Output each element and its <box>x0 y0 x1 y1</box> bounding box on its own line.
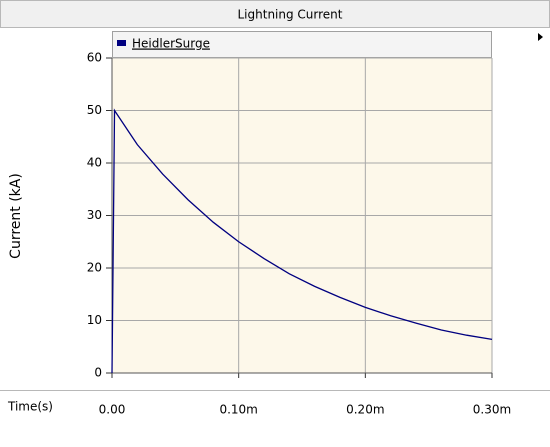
y-tick-label: 50 <box>87 103 102 117</box>
series-line <box>111 108 493 374</box>
y-tick-label: 20 <box>87 261 102 275</box>
x-tick-label: 0.00 <box>99 403 126 417</box>
chart-title: Lightning Current <box>238 8 343 22</box>
y-tick-label: 30 <box>87 208 102 222</box>
x-tick-label: 0.10m <box>219 403 257 417</box>
y-tick-label: 0 <box>94 366 102 380</box>
legend-label[interactable]: HeidlerSurge <box>132 37 210 51</box>
title-bar <box>0 0 550 28</box>
legend-swatch <box>117 40 126 46</box>
x-axis-label: Time(s) <box>7 400 53 414</box>
x-tick-label: 0.20m <box>346 403 384 417</box>
y-tick-label: 10 <box>87 313 102 327</box>
y-tick-label: 40 <box>87 156 102 170</box>
scroll-arrow[interactable] <box>538 33 543 41</box>
y-tick-label: 60 <box>87 51 102 65</box>
y-axis-label: Current (kA) <box>8 173 24 259</box>
x-tick-label: 0.30m <box>473 403 511 417</box>
